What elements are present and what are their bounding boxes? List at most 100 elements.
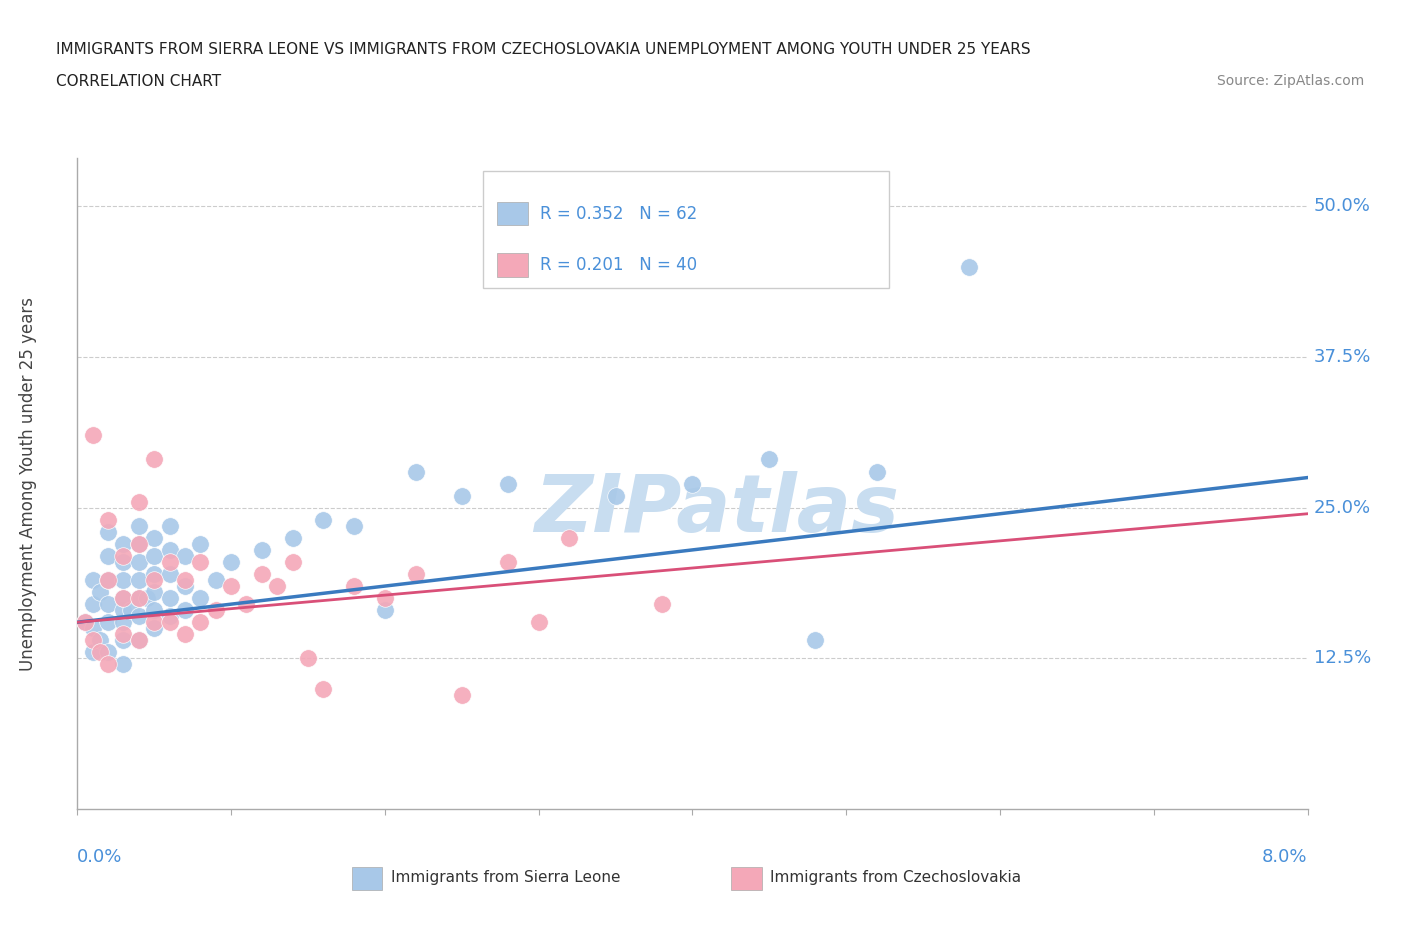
Point (112, 627, 135, 642)
Point (527, 615, 550, 630)
Point (188, 554, 212, 569)
Point (143, 530, 166, 545)
Point (159, 566, 181, 581)
Point (405, 566, 427, 581)
Text: 37.5%: 37.5% (1313, 348, 1371, 366)
Point (97, 657, 120, 671)
Point (250, 542, 273, 557)
Point (143, 615, 166, 630)
Point (188, 591, 212, 605)
Point (97, 644, 120, 659)
Point (73, 615, 96, 630)
Point (89, 644, 111, 659)
Point (89, 585, 111, 600)
Point (159, 554, 181, 569)
Point (343, 578, 366, 593)
Point (450, 488, 472, 503)
Text: 8.0%: 8.0% (1263, 848, 1308, 866)
Point (343, 518, 366, 533)
Point (112, 615, 135, 630)
Point (112, 633, 135, 648)
Point (174, 578, 197, 593)
Point (128, 633, 150, 648)
Text: 0.0%: 0.0% (77, 848, 122, 866)
Point (82, 621, 104, 636)
Point (405, 464, 427, 479)
Point (143, 585, 166, 600)
Point (174, 627, 197, 642)
Point (128, 591, 150, 605)
Point (188, 537, 212, 551)
Point (682, 476, 704, 491)
Point (128, 633, 150, 648)
Point (128, 537, 150, 551)
Point (496, 476, 519, 491)
Point (89, 633, 111, 648)
Text: 25.0%: 25.0% (1313, 498, 1371, 517)
Point (82, 597, 104, 612)
Text: 12.5%: 12.5% (1313, 649, 1371, 668)
Point (374, 603, 396, 618)
Point (174, 573, 197, 588)
Point (159, 609, 181, 624)
Point (143, 452, 166, 467)
Point (143, 603, 166, 618)
Point (188, 615, 212, 630)
Point (112, 657, 135, 671)
Text: Immigrants from Czechoslovakia: Immigrants from Czechoslovakia (770, 870, 1022, 885)
Point (97, 615, 120, 630)
Point (97, 573, 120, 588)
Point (128, 494, 150, 509)
Point (97, 525, 120, 539)
Point (374, 591, 396, 605)
Point (804, 633, 827, 648)
Point (128, 591, 150, 605)
Point (204, 603, 226, 618)
Point (312, 512, 335, 527)
Point (82, 633, 104, 648)
Point (143, 621, 166, 636)
Text: IMMIGRANTS FROM SIERRA LEONE VS IMMIGRANTS FROM CZECHOSLOVAKIA UNEMPLOYMENT AMON: IMMIGRANTS FROM SIERRA LEONE VS IMMIGRAN… (56, 42, 1031, 57)
Text: 50.0%: 50.0% (1313, 197, 1371, 216)
Text: ZIPatlas: ZIPatlas (534, 471, 900, 549)
Point (450, 687, 472, 702)
Point (128, 609, 150, 624)
Point (82, 428, 104, 443)
Point (82, 573, 104, 588)
Point (97, 573, 120, 588)
Point (112, 573, 135, 588)
Point (866, 464, 889, 479)
Point (143, 573, 166, 588)
Text: R = 0.201   N = 40: R = 0.201 N = 40 (540, 257, 697, 274)
Text: R = 0.352   N = 62: R = 0.352 N = 62 (540, 205, 697, 223)
Point (281, 530, 304, 545)
Point (266, 578, 288, 593)
Point (219, 554, 242, 569)
Text: CORRELATION CHART: CORRELATION CHART (56, 74, 221, 89)
Point (143, 566, 166, 581)
Point (204, 573, 226, 588)
Point (159, 591, 181, 605)
Point (97, 597, 120, 612)
Point (174, 603, 197, 618)
Point (97, 549, 120, 564)
Point (112, 549, 135, 564)
Point (758, 452, 780, 467)
Point (957, 259, 980, 274)
Point (112, 591, 135, 605)
Point (651, 597, 673, 612)
Point (112, 554, 135, 569)
Point (281, 554, 304, 569)
Text: Unemployment Among Youth under 25 years: Unemployment Among Youth under 25 years (20, 297, 37, 671)
Point (312, 681, 335, 696)
Point (143, 549, 166, 564)
Point (219, 578, 242, 593)
Point (128, 537, 150, 551)
Point (496, 554, 519, 569)
Point (605, 247, 627, 262)
Point (605, 488, 627, 503)
Point (97, 512, 120, 527)
Point (174, 549, 197, 564)
Point (120, 603, 142, 618)
Text: Source: ZipAtlas.com: Source: ZipAtlas.com (1216, 74, 1364, 88)
